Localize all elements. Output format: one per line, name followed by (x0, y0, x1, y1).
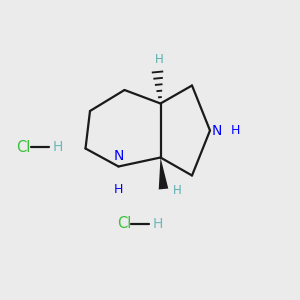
Text: H: H (230, 124, 240, 137)
Polygon shape (159, 158, 168, 190)
Text: Cl: Cl (16, 140, 31, 154)
Text: H: H (153, 217, 164, 230)
Text: Cl: Cl (117, 216, 131, 231)
Text: H: H (154, 53, 164, 66)
Text: H: H (114, 183, 123, 196)
Text: N: N (212, 124, 222, 137)
Text: H: H (52, 140, 63, 154)
Text: N: N (113, 149, 124, 164)
Text: H: H (172, 184, 181, 197)
